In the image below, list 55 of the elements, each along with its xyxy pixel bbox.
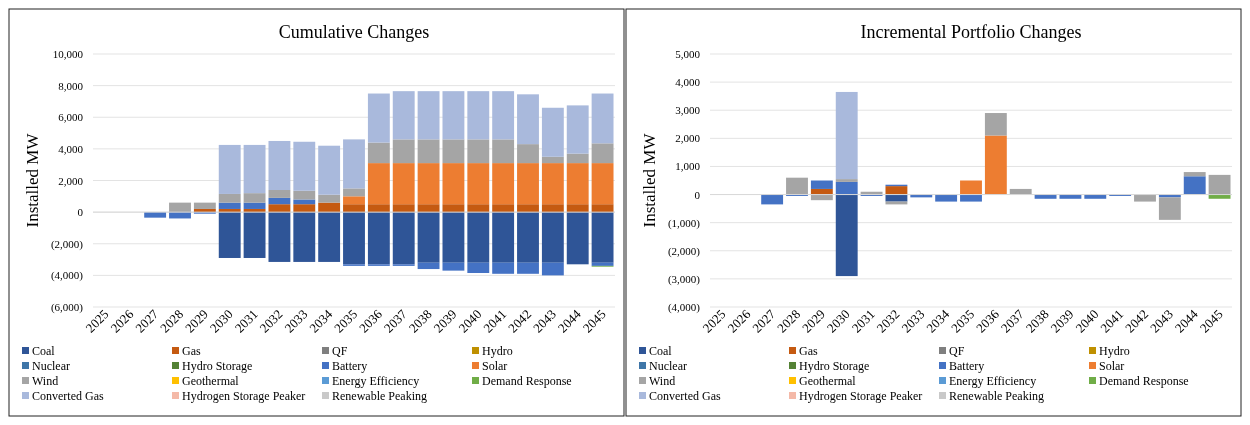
legend-label: Geothermal [799,374,857,388]
legend-label: Renewable Peaking [949,389,1044,403]
y-tick-label: (2,000) [50,237,84,251]
y-tick-label: 5,000 [675,48,701,60]
legend-label: Wind [649,374,676,388]
y-tick-label: (1,000) [667,216,701,230]
y-tick-label: (2,000) [667,244,701,258]
legend-label: Demand Response [482,374,572,388]
y-tick-label: 6,000 [58,111,84,124]
legend-label: Battery [332,359,368,373]
legend-label: Demand Response [1099,374,1189,388]
y-tick-label: (4,000) [50,269,84,283]
y-tick-label: 2,000 [675,132,701,145]
y-tick-label: 2,000 [58,174,84,187]
legend-label: Hydro [482,344,513,358]
legend-label: Renewable Peaking [332,389,427,403]
y-axis-title: Installed MW [640,132,659,228]
legend-label: Energy Efficiency [332,374,420,388]
legend-label: Solar [482,359,508,373]
legend-label: Nuclear [32,359,70,373]
legend-label: QF [332,344,348,358]
legend-label: Solar [1099,359,1125,373]
legend-label: Wind [32,374,59,388]
legend-label: Nuclear [649,359,687,373]
legend-label: Gas [182,344,201,358]
y-tick-label: (4,000) [667,301,701,314]
y-tick-label: 0 [694,188,701,201]
y-tick-label: 3,000 [675,104,701,117]
x-tick-label: 2031 [231,306,261,336]
legend-label: Gas [799,344,818,358]
legend-label: Hydrogen Storage Peaker [182,389,306,403]
legend-label: QF [949,344,965,358]
y-tick-label: 1,000 [675,160,701,173]
y-tick-label: 8,000 [58,79,84,92]
y-tick-label: 4,000 [58,142,84,155]
x-tick-label: 2031 [848,306,878,336]
chart-title: Incremental Portfolio Changes [860,22,1082,42]
legend-label: Coal [32,344,56,358]
y-tick-label: (3,000) [667,272,701,286]
y-tick-label: 4,000 [675,76,701,89]
y-tick-label: 0 [77,206,84,219]
y-tick-label: (6,000) [50,301,84,314]
legend-label: Hydro Storage [182,359,253,373]
legend-label: Energy Efficiency [949,374,1037,388]
legend-label: Coal [649,344,673,358]
chart-title: Cumulative Changes [278,22,430,42]
y-axis-title: Installed MW [23,132,42,228]
y-tick-label: 10,000 [52,48,84,60]
legend-label: Converted Gas [649,389,721,403]
legend-label: Hydro [1099,344,1130,358]
legend-label: Hydrogen Storage Peaker [799,389,923,403]
legend-label: Geothermal [182,374,240,388]
legend-label: Converted Gas [32,389,104,403]
legend-label: Battery [949,359,985,373]
legend-label: Hydro Storage [799,359,870,373]
